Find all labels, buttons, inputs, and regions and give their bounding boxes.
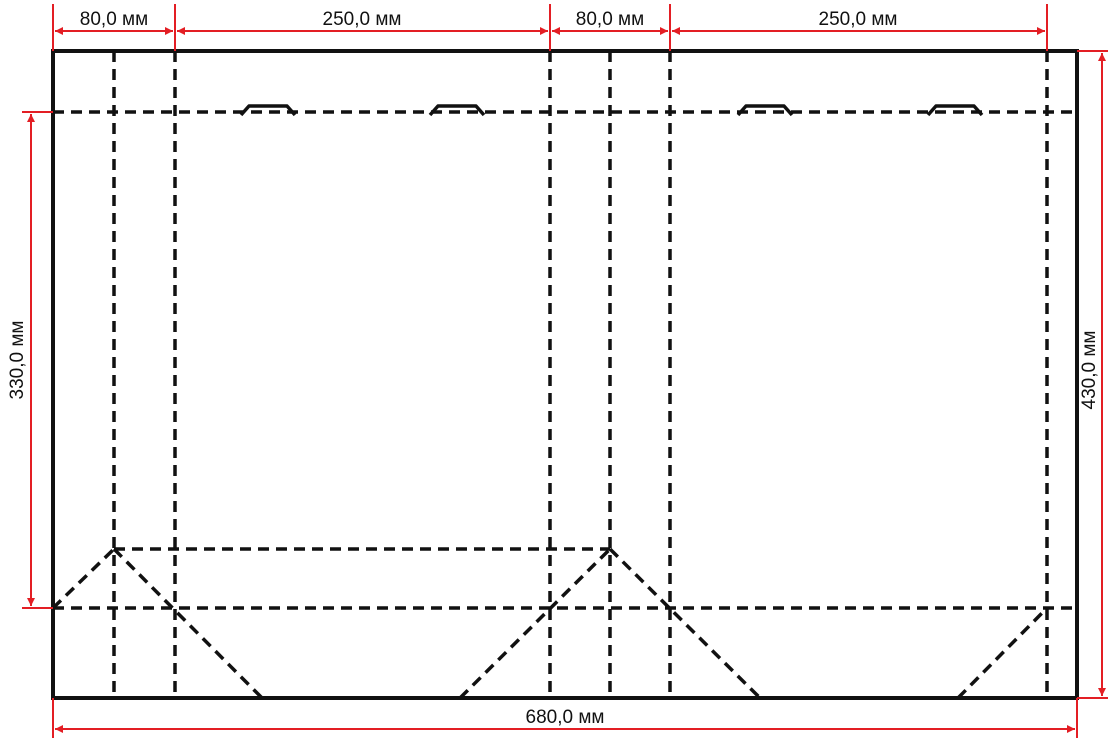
handle-cutout-1 — [239, 104, 297, 117]
horizontal-fold-lines — [53, 110, 1077, 610]
bottom-dimension — [52, 698, 1078, 738]
diagonal-fold-lines — [51, 547, 1049, 700]
handle-cutout-2 — [428, 104, 486, 117]
diagonal-fold-3 — [458, 547, 612, 700]
dim-label-bottom: 680,0 мм — [526, 707, 605, 728]
sheet-outline — [51, 49, 1079, 700]
dim-label-left: 330,0 мм — [7, 321, 28, 400]
handle-cutout-4 — [926, 104, 984, 117]
diagonal-fold-1 — [51, 547, 116, 610]
dim-label-top-2: 250,0 мм — [323, 9, 402, 30]
dim-label-right: 430,0 мм — [1079, 331, 1100, 410]
right-dimension — [1077, 50, 1108, 699]
dim-label-top-3: 80,0 мм — [576, 9, 644, 30]
diagonal-fold-5 — [956, 606, 1049, 700]
top-dimensions — [52, 4, 1048, 51]
diagonal-fold-2 — [112, 547, 264, 700]
diagonal-fold-4 — [608, 547, 762, 700]
left-dimension — [22, 111, 53, 609]
handle-cutout-3 — [736, 104, 794, 117]
dim-label-top-4: 250,0 мм — [819, 9, 898, 30]
dim-label-top-1: 80,0 мм — [80, 9, 148, 30]
vertical-fold-lines — [112, 51, 1049, 698]
handle-cutouts — [239, 104, 984, 117]
